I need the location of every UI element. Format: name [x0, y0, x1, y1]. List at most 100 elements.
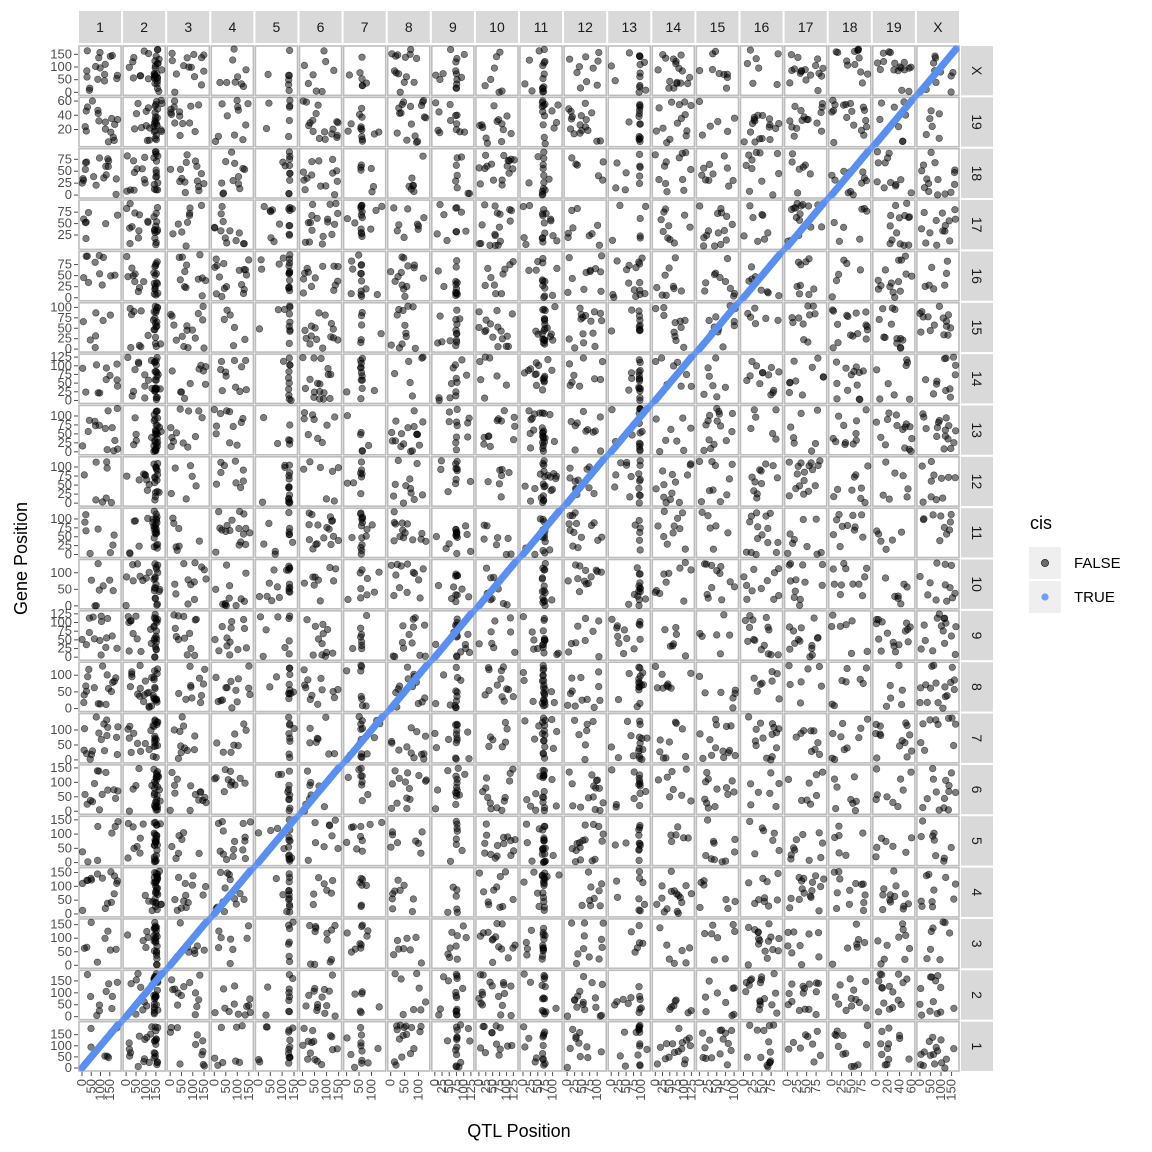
point-false [552, 802, 560, 810]
point-false [483, 139, 492, 147]
point-false [714, 229, 722, 237]
point-false [698, 508, 706, 516]
point-false [859, 168, 867, 176]
point-false [579, 354, 588, 362]
point-false [440, 671, 448, 679]
panel-5-14 [254, 353, 299, 405]
point-false [633, 564, 641, 572]
point-false [127, 617, 135, 625]
point-false [540, 649, 548, 657]
strip-row-label-3: 3 [969, 940, 985, 948]
point-false [322, 182, 330, 190]
point-false [324, 365, 332, 373]
point-false [125, 63, 133, 71]
point-false [190, 595, 199, 604]
point-false [662, 158, 670, 166]
point-false [97, 612, 105, 620]
point-false [85, 628, 93, 637]
point-false [802, 76, 810, 84]
point-false [124, 725, 132, 733]
strip-col-label-6: 6 [317, 19, 325, 35]
point-false [328, 230, 336, 238]
point-false [286, 251, 294, 259]
point-false [285, 461, 294, 469]
point-false [861, 573, 869, 581]
point-false [453, 154, 461, 162]
panel-X-15 [916, 301, 960, 353]
point-false [175, 542, 183, 550]
point-false [596, 696, 604, 705]
point-false [539, 212, 547, 220]
point-false [784, 549, 792, 557]
point-false [491, 202, 499, 210]
point-false [875, 635, 883, 643]
point-false [196, 251, 204, 259]
panel-2-16 [122, 250, 166, 302]
point-false [817, 223, 826, 231]
point-false [315, 309, 323, 317]
point-false [596, 447, 605, 455]
point-false [900, 580, 908, 588]
point-false [538, 699, 546, 707]
point-false [363, 525, 371, 533]
point-false [388, 428, 396, 437]
point-false [746, 612, 754, 620]
point-false [635, 133, 643, 141]
point-false [829, 611, 837, 619]
panel-12-8 [563, 661, 607, 713]
panel-18-12 [827, 455, 872, 507]
point-false [890, 391, 898, 399]
point-false [452, 111, 460, 120]
panel-6-11 [298, 507, 343, 559]
point-false [553, 727, 561, 736]
strip-row-1 [961, 1021, 993, 1071]
panel-9-14 [430, 353, 475, 405]
point-false [502, 342, 510, 350]
point-false [183, 322, 191, 330]
point-false [130, 517, 138, 525]
point-false [843, 386, 852, 394]
point-false [540, 587, 548, 595]
point-false [799, 561, 807, 569]
point-false [799, 163, 807, 171]
panel-6-9 [298, 610, 343, 661]
panel-X-10 [916, 558, 960, 610]
point-false [318, 686, 326, 694]
point-false [134, 99, 142, 108]
panel-11-19 [519, 96, 563, 148]
point-false [357, 772, 365, 780]
point-false [357, 123, 365, 131]
point-false [155, 587, 163, 596]
point-false [86, 84, 94, 92]
point-false [322, 57, 330, 66]
point-false [210, 406, 218, 414]
point-false [236, 185, 244, 193]
point-false [539, 496, 548, 504]
point-false [363, 574, 372, 583]
point-false [943, 257, 952, 265]
panel-17-9 [783, 610, 828, 661]
point-false [329, 649, 337, 657]
point-false [789, 627, 798, 635]
point-false [178, 713, 186, 721]
point-false [169, 514, 177, 522]
point-false [635, 582, 643, 590]
point-false [727, 722, 735, 730]
panel-X-11 [916, 507, 960, 559]
point-false [508, 310, 516, 318]
point-false [218, 526, 226, 534]
point-false [222, 368, 230, 376]
point-false [409, 568, 417, 577]
point-false [177, 742, 185, 750]
strip-col-label-8: 8 [405, 19, 413, 35]
point-false [310, 354, 318, 362]
point-false [181, 189, 189, 197]
point-false [509, 165, 517, 173]
strip-col-label-14: 14 [666, 19, 682, 35]
panel-9-7 [430, 712, 475, 764]
panel-17-13 [783, 404, 828, 456]
point-false [212, 430, 220, 438]
point-false [133, 739, 142, 748]
panel-3-17 [166, 199, 211, 251]
panel-15-8 [695, 661, 740, 713]
